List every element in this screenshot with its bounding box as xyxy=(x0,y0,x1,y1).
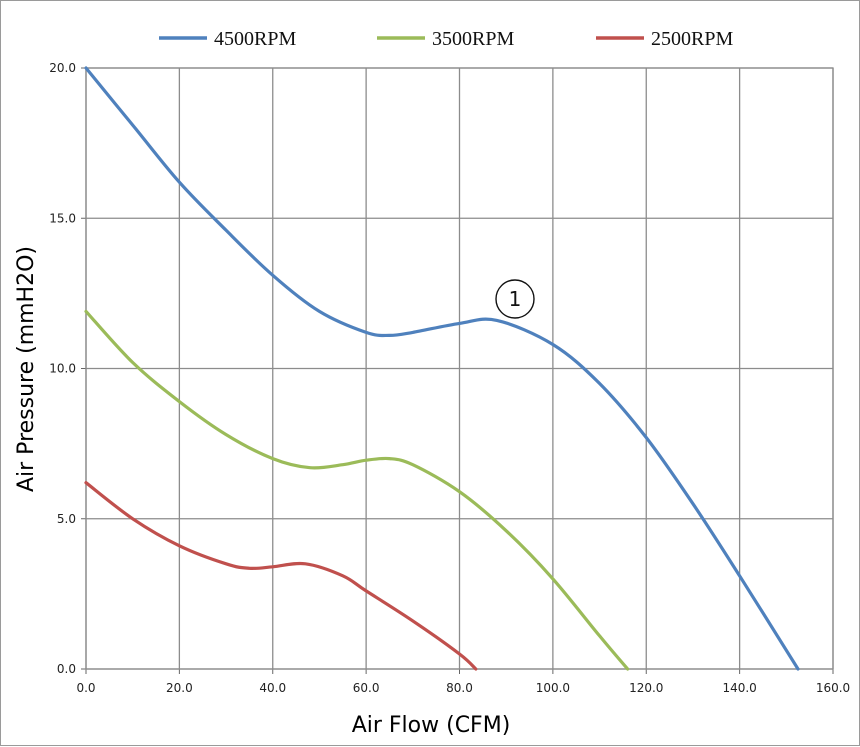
x-tick-label: 100.0 xyxy=(536,681,570,695)
legend-label-3500rpm: 3500RPM xyxy=(432,28,514,50)
x-tick-label: 0.0 xyxy=(76,681,95,695)
y-tick-label: 5.0 xyxy=(57,512,76,526)
x-axis-title: Air Flow (CFM) xyxy=(352,713,511,738)
annotation-label: 1 xyxy=(509,287,522,311)
x-tick-label: 120.0 xyxy=(629,681,663,695)
y-axis-title: Air Pressure (mmH2O) xyxy=(14,246,39,492)
grid-lines xyxy=(81,67,834,674)
x-tick-label: 60.0 xyxy=(353,681,380,695)
x-tick-label: 160.0 xyxy=(816,681,850,695)
legend-label-4500rpm: 4500RPM xyxy=(214,28,296,50)
plot-area-border xyxy=(85,67,834,670)
y-tick-label: 0.0 xyxy=(57,662,76,676)
legend: 4500RPM 3500RPM 2500RPM xyxy=(159,28,733,50)
x-tick-label: 40.0 xyxy=(259,681,286,695)
x-tick-label: 20.0 xyxy=(166,681,193,695)
legend-label-2500rpm: 2500RPM xyxy=(651,28,733,50)
annotation-circle xyxy=(495,279,535,319)
y-tick-label: 20.0 xyxy=(49,61,76,75)
y-tick-label: 15.0 xyxy=(49,211,76,225)
x-tick-label: 80.0 xyxy=(446,681,473,695)
annotation-marker: 1 xyxy=(495,279,535,319)
series-line-2500rpm xyxy=(84,481,478,671)
tick-labels: 0.0 20.0 40.0 60.0 80.0 100.0 120.0 140.0 160.00… xyxy=(49,61,850,695)
series-lines xyxy=(84,66,800,671)
y-tick-label: 10.0 xyxy=(49,362,76,376)
x-tick-label: 140.0 xyxy=(722,681,756,695)
series-line-3500rpm xyxy=(84,309,630,671)
series-line-4500rpm xyxy=(84,66,800,671)
